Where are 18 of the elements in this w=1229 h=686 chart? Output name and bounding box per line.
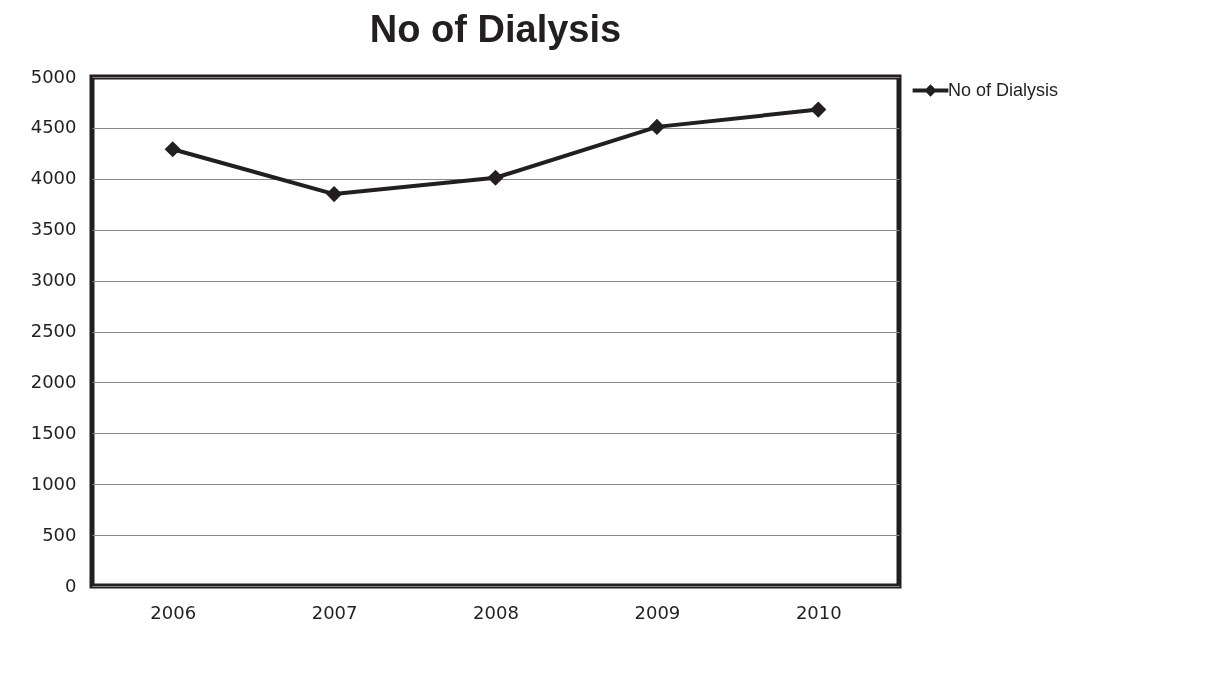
y-tick-label: 5000 bbox=[30, 65, 77, 87]
y-tick-label: 0 bbox=[65, 574, 77, 596]
x-tick-label: 2008 bbox=[473, 601, 519, 623]
x-tick-label: 2007 bbox=[311, 601, 358, 623]
y-tick-label: 500 bbox=[42, 523, 77, 545]
y-tick-label: 3500 bbox=[30, 218, 77, 240]
x-tick-label: 2009 bbox=[634, 601, 681, 623]
y-tick-label: 3000 bbox=[30, 269, 77, 291]
y-tick-label: 2500 bbox=[30, 320, 77, 341]
y-tick-label: 2000 bbox=[30, 370, 77, 392]
x-tick-label: 2006 bbox=[150, 601, 197, 623]
legend-label: No of Dialysis bbox=[948, 79, 1059, 100]
y-tick-label: 1000 bbox=[30, 472, 77, 494]
y-tick-label: 4500 bbox=[30, 116, 77, 138]
y-tick-label: 1500 bbox=[30, 421, 77, 443]
chart-title: No of Dialysis bbox=[369, 8, 622, 50]
y-tick-label: 4000 bbox=[30, 167, 77, 189]
x-tick-label: 2010 bbox=[795, 601, 842, 623]
